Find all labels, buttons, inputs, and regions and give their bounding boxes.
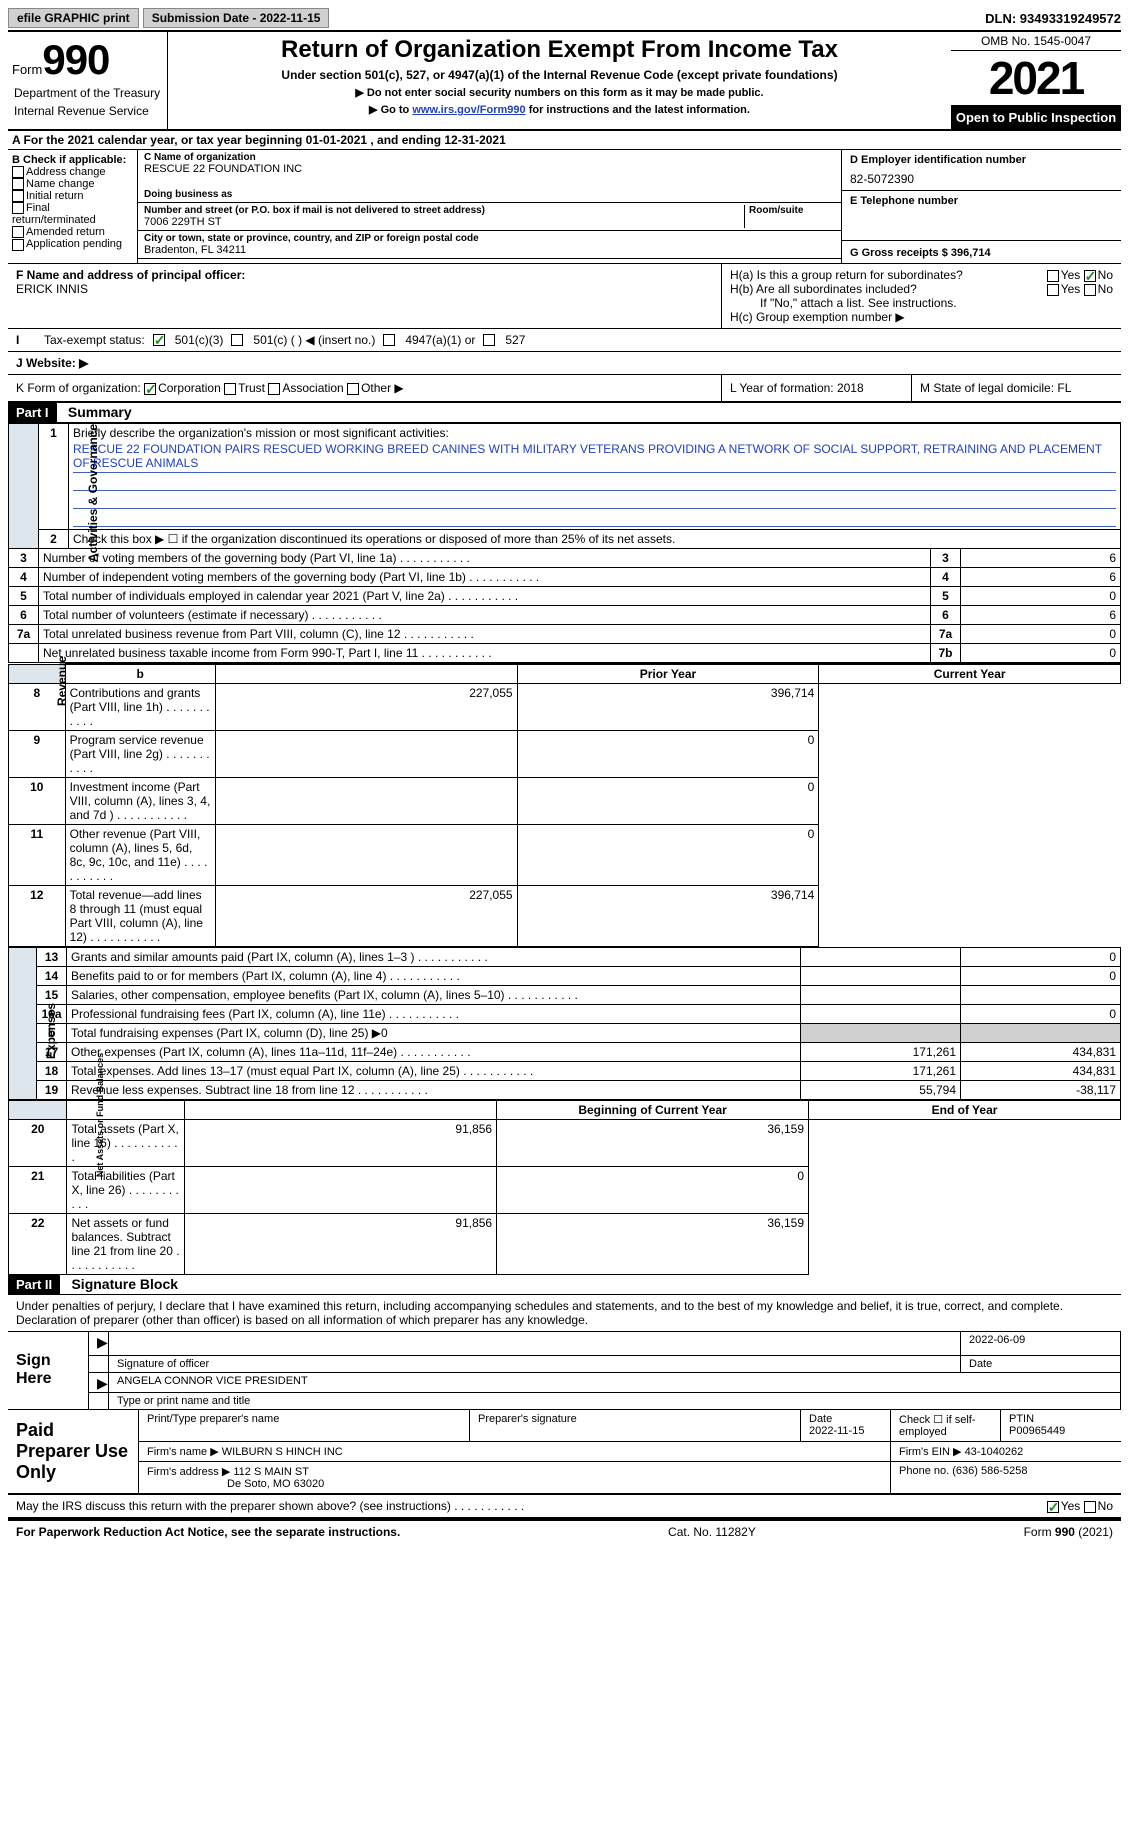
form-header: Form990 Department of the Treasury Inter… xyxy=(8,32,1121,131)
open-inspection: Open to Public Inspection xyxy=(951,106,1121,129)
row-a-tax-year: A For the 2021 calendar year, or tax yea… xyxy=(8,131,1121,150)
checkbox-final-return[interactable] xyxy=(12,202,24,214)
line-2: Check this box ▶ ☐ if the organization d… xyxy=(69,530,1121,549)
checkbox-address-change[interactable] xyxy=(12,166,24,178)
penalties-text: Under penalties of perjury, I declare th… xyxy=(8,1295,1121,1332)
net-assets-table: Net Assets or Fund Balances Beginning of… xyxy=(8,1100,1121,1275)
part1-header: Part I Summary xyxy=(8,403,1121,423)
checkbox-assoc[interactable] xyxy=(268,383,280,395)
checkbox-ha-no[interactable] xyxy=(1084,270,1096,282)
checkbox-trust[interactable] xyxy=(224,383,236,395)
form-number: 990 xyxy=(42,36,109,83)
gross-receipts: G Gross receipts $ 396,714 xyxy=(850,247,991,259)
checkbox-discuss-no[interactable] xyxy=(1084,1501,1096,1513)
preparer-section: Paid Preparer Use Only Print/Type prepar… xyxy=(8,1410,1121,1495)
org-address: 7006 229TH ST xyxy=(144,216,744,228)
firm-phone: (636) 586-5258 xyxy=(952,1465,1027,1477)
dln-number: DLN: 93493319249572 xyxy=(985,11,1121,26)
checkbox-hb-no[interactable] xyxy=(1084,284,1096,296)
side-revenue: Revenue xyxy=(9,664,66,684)
ein-value: 82-5072390 xyxy=(850,172,1113,186)
year-formation: L Year of formation: 2018 xyxy=(721,375,911,401)
omb-number: OMB No. 1545-0047 xyxy=(951,32,1121,51)
section-fh: F Name and address of principal officer:… xyxy=(8,264,1121,329)
top-bar: efile GRAPHIC print Submission Date - 20… xyxy=(8,8,1121,32)
irs-link[interactable]: www.irs.gov/Form990 xyxy=(412,104,525,116)
checkbox-hb-yes[interactable] xyxy=(1047,284,1059,296)
principal-officer: F Name and address of principal officer:… xyxy=(8,264,721,328)
beg-year-header: Beginning of Current Year xyxy=(497,1101,809,1120)
summary-table: Activities & Governance 1 Briefly descri… xyxy=(8,423,1121,663)
checkbox-501c[interactable] xyxy=(231,334,243,346)
discuss-row: May the IRS discuss this return with the… xyxy=(8,1495,1121,1519)
form-word: Form xyxy=(12,62,42,77)
submission-date: Submission Date - 2022-11-15 xyxy=(143,8,330,28)
checkbox-4947[interactable] xyxy=(383,334,395,346)
col-c-org-info: C Name of organization RESCUE 22 FOUNDAT… xyxy=(138,150,841,263)
checkbox-501c3[interactable] xyxy=(153,334,165,346)
side-governance: Activities & Governance xyxy=(9,424,39,549)
form-title: Return of Organization Exempt From Incom… xyxy=(172,36,947,64)
prior-year-header: Prior Year xyxy=(517,664,819,684)
checkbox-other[interactable] xyxy=(347,383,359,395)
section-bcd: B Check if applicable: Address change Na… xyxy=(8,150,1121,264)
form-subtitle: Under section 501(c), 527, or 4947(a)(1)… xyxy=(172,68,947,82)
row-i-tax-status: I Tax-exempt status: 501(c)(3) 501(c) ( … xyxy=(8,329,1121,352)
instr-ssn: ▶ Do not enter social security numbers o… xyxy=(172,86,947,99)
officer-name: ANGELA CONNOR VICE PRESIDENT xyxy=(109,1373,1121,1392)
revenue-table: Revenue b Prior Year Current Year 8Contr… xyxy=(8,663,1121,947)
cat-number: Cat. No. 11282Y xyxy=(668,1525,756,1539)
footer: For Paperwork Reduction Act Notice, see … xyxy=(8,1519,1121,1543)
dept-treasury: Department of the Treasury xyxy=(12,84,163,102)
col-d-ein: D Employer identification number 82-5072… xyxy=(841,150,1121,263)
irs-label: Internal Revenue Service xyxy=(12,102,163,120)
tax-year: 2021 xyxy=(951,51,1121,106)
form-footer: Form 990 (2021) xyxy=(1024,1525,1113,1539)
checkbox-527[interactable] xyxy=(483,334,495,346)
checkbox-corp[interactable] xyxy=(144,383,156,395)
firm-name: WILBURN S HINCH INC xyxy=(222,1446,343,1458)
group-exemption: H(c) Group exemption number ▶ xyxy=(730,310,1113,324)
firm-ein: 43-1040262 xyxy=(965,1446,1024,1458)
sign-date: 2022-06-09 xyxy=(961,1332,1121,1355)
state-domicile: M State of legal domicile: FL xyxy=(911,375,1121,401)
prep-date: 2022-11-15 xyxy=(809,1425,864,1437)
col-b-checkboxes: B Check if applicable: Address change Na… xyxy=(8,150,138,263)
checkbox-name-change[interactable] xyxy=(12,178,24,190)
expenses-table: Expenses13Grants and similar amounts pai… xyxy=(8,947,1121,1100)
ptin-value: P00965449 xyxy=(1009,1425,1065,1437)
efile-print-button[interactable]: efile GRAPHIC print xyxy=(8,8,139,28)
checkbox-initial-return[interactable] xyxy=(12,190,24,202)
org-city: Bradenton, FL 34211 xyxy=(144,244,835,256)
checkbox-pending[interactable] xyxy=(12,239,24,251)
end-year-header: End of Year xyxy=(809,1101,1121,1120)
group-return: H(a) Is this a group return for subordin… xyxy=(721,264,1121,328)
row-k-form-org: K Form of organization: Corporation Trus… xyxy=(8,375,1121,403)
instr-goto: ▶ Go to www.irs.gov/Form990 for instruct… xyxy=(172,103,947,116)
part2-header: Part II Signature Block xyxy=(8,1275,1121,1295)
firm-address: 112 S MAIN ST xyxy=(233,1466,309,1478)
row-j-website: J Website: ▶ xyxy=(8,352,1121,375)
sign-section: Sign Here ▶ 2022-06-09 Signature of offi… xyxy=(8,1332,1121,1410)
checkbox-amended[interactable] xyxy=(12,226,24,238)
checkbox-ha-yes[interactable] xyxy=(1047,270,1059,282)
mission-text: RESCUE 22 FOUNDATION PAIRS RESCUED WORKI… xyxy=(73,440,1116,473)
checkbox-discuss-yes[interactable] xyxy=(1047,1501,1059,1513)
org-name: RESCUE 22 FOUNDATION INC xyxy=(144,163,835,175)
side-netassets: Net Assets or Fund Balances xyxy=(9,1101,67,1120)
current-year-header: Current Year xyxy=(819,664,1121,684)
